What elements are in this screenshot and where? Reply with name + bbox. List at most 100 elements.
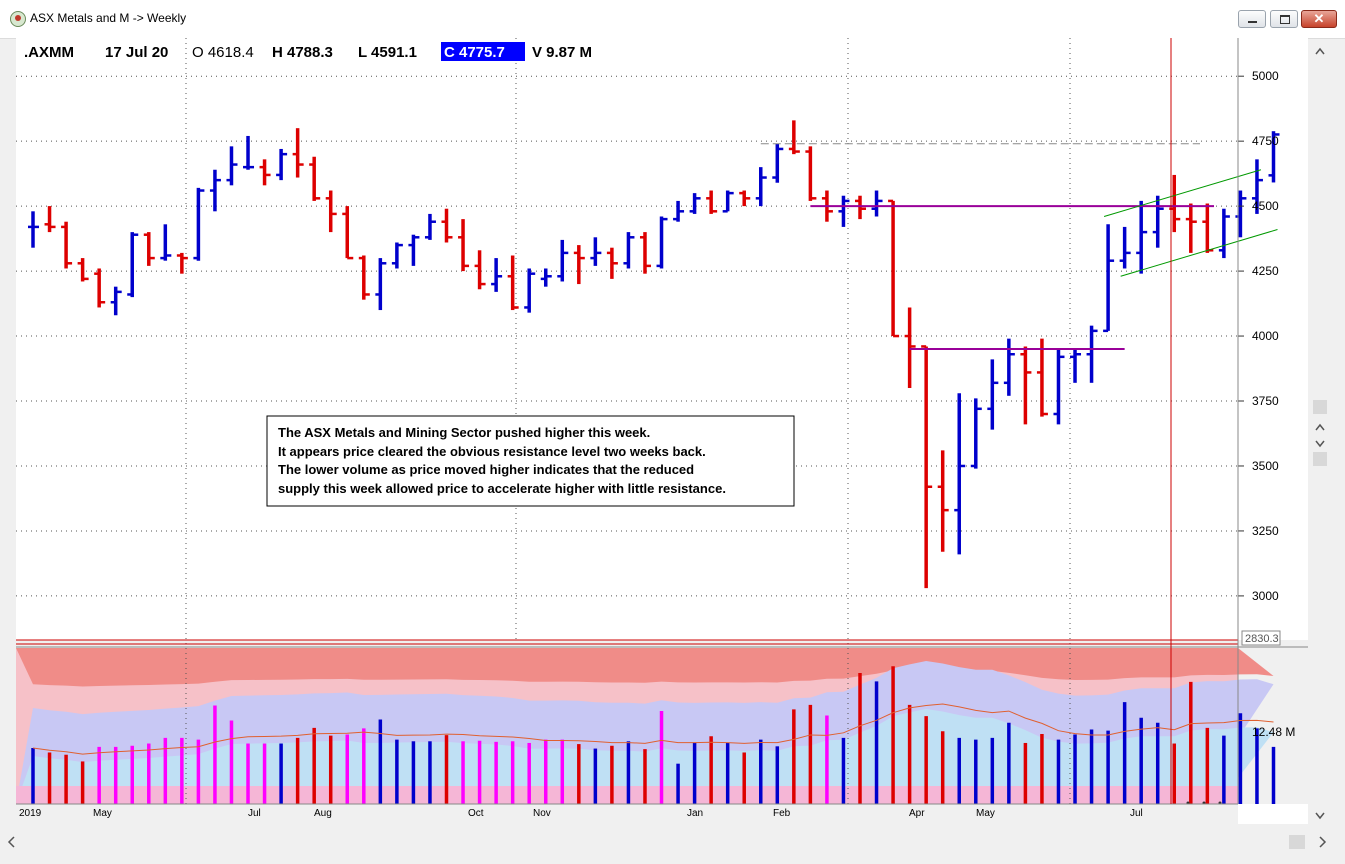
ohlc-bar [1070, 349, 1082, 383]
ohlc-bar [342, 206, 354, 260]
annotation-text: The ASX Metals and Mining Sector pushed … [278, 425, 726, 496]
ohlc-bar [391, 242, 403, 269]
ohlc-bar [623, 232, 635, 269]
ohlc-bar [1218, 208, 1230, 259]
hscroll-controls [7, 835, 1327, 849]
ohlc-bar [292, 128, 304, 178]
channel-lower-line [1120, 229, 1278, 277]
time-tick-label: 2019 [19, 808, 42, 819]
ohlc-bar [739, 190, 751, 207]
price-axis-note: 2830.3 [1245, 633, 1279, 645]
ohlc-bar [805, 146, 817, 201]
ohlc-bar [1136, 200, 1148, 274]
horizontal-scrollbar[interactable] [0, 832, 1332, 852]
price-tick-label: 3500 [1252, 459, 1279, 473]
ohlc-bar [1103, 224, 1115, 333]
ohlc-bar [838, 195, 850, 227]
ohlc-bar [110, 286, 122, 316]
ohlc-bar [94, 268, 106, 308]
ohlc-bar [1036, 338, 1048, 417]
ohlc-bar [193, 187, 205, 261]
ohlc-bar [160, 224, 172, 261]
open-value: O 4618.4 [192, 44, 254, 61]
ohlc-bar [61, 221, 73, 269]
ohlc-bar [1020, 346, 1032, 425]
price-tick-label: 3250 [1252, 524, 1279, 538]
price-tick-label: 4750 [1252, 134, 1279, 148]
ohlc-bar [524, 268, 536, 313]
scroll-controls [1313, 47, 1327, 820]
high-value: H 4788.3 [272, 44, 333, 61]
annotation-line: supply this week allowed price to accele… [278, 481, 726, 496]
ohlc-bar [28, 211, 39, 248]
scroll-thumb-lower[interactable] [1313, 452, 1327, 466]
time-tick-label: May [976, 808, 995, 819]
price-tick-label: 5000 [1252, 69, 1279, 83]
time-tick-label: Jul [248, 808, 261, 819]
volume-average-line [32, 703, 1274, 755]
ohlc-bar [77, 258, 89, 282]
annotation-line: The ASX Metals and Mining Sector pushed … [278, 425, 650, 440]
hscroll-thumb[interactable] [1289, 835, 1305, 849]
ohlc-bar [722, 190, 734, 213]
ohlc-bar [606, 247, 618, 279]
ohlc-bar [1251, 159, 1263, 214]
ohlc-bar [689, 193, 701, 214]
ohlc-bar [424, 213, 436, 240]
app-icon[interactable] [10, 11, 26, 27]
time-tick-label: Jan [687, 808, 703, 819]
price-panel [16, 38, 1238, 640]
ohlc-bar [772, 143, 784, 183]
annotation-line: The lower volume as price moved higher i… [278, 462, 694, 477]
ohlc-bar [209, 169, 221, 212]
ohlc-bar [408, 234, 420, 266]
ohlc-bar [656, 216, 668, 269]
ohlc-bar [871, 190, 883, 217]
ohlc-bar [325, 190, 337, 233]
scroll-thumb-upper[interactable] [1313, 400, 1327, 414]
ohlc-bar [540, 268, 552, 287]
ohlc-bar [970, 398, 982, 469]
ohlc-bar [639, 232, 651, 274]
ohlc-bar [474, 250, 486, 290]
ohlc-bar [1086, 325, 1098, 383]
vertical-scrollbar[interactable] [1309, 40, 1331, 824]
ohlc-bar [590, 237, 602, 266]
volume-value: V 9.87 M [532, 44, 592, 61]
ohlc-bar [954, 393, 966, 555]
maximize-button[interactable] [1270, 10, 1298, 28]
ohlc-bar [127, 232, 139, 298]
ohlc-bar [673, 200, 685, 222]
ohlc-bar [243, 135, 255, 170]
ohlc-bar [44, 206, 56, 233]
ohlc-bar [888, 199, 900, 338]
price-tick-label: 4000 [1252, 329, 1279, 343]
price-tick-label: 3750 [1252, 394, 1279, 408]
ohlc-bar [1119, 226, 1131, 269]
ohlc-bar [375, 258, 387, 311]
time-tick-label: Nov [533, 808, 551, 819]
price-tick-label: 4500 [1252, 199, 1279, 213]
ohlc-bar [507, 255, 519, 311]
ohlc-bar [855, 195, 866, 220]
chart-area: .AXMM 17 Jul 20 O 4618.4 H 4788.3 L 4591… [16, 38, 1308, 824]
time-tick-label: Jul [1130, 808, 1143, 819]
volume-bars [31, 666, 1276, 805]
ohlc-bar [226, 146, 238, 186]
ohlc-bar [358, 255, 370, 300]
trend-lines [760, 143, 1278, 351]
time-axis: 2019 May Jul Aug Oct Nov Jan Feb Apr May Jul [19, 808, 1143, 819]
close-button[interactable]: ✕ [1301, 10, 1337, 28]
ohlc-bar [706, 190, 718, 214]
ohlc-bar [921, 345, 933, 589]
time-tick-label: Apr [909, 808, 925, 819]
time-tick-label: Feb [773, 808, 791, 819]
close-icon: ✕ [1313, 11, 1325, 26]
price-axis-note-box [1241, 630, 1281, 646]
annotation-line: It appears price cleared the obvious res… [278, 444, 706, 459]
title-bar: ASX Metals and M -> Weekly ✕ [0, 0, 1345, 39]
minimize-button[interactable] [1238, 10, 1266, 28]
ohlc-bar [573, 245, 585, 285]
price-tick-label: 3000 [1252, 589, 1279, 603]
ohlc-bar [788, 120, 800, 155]
